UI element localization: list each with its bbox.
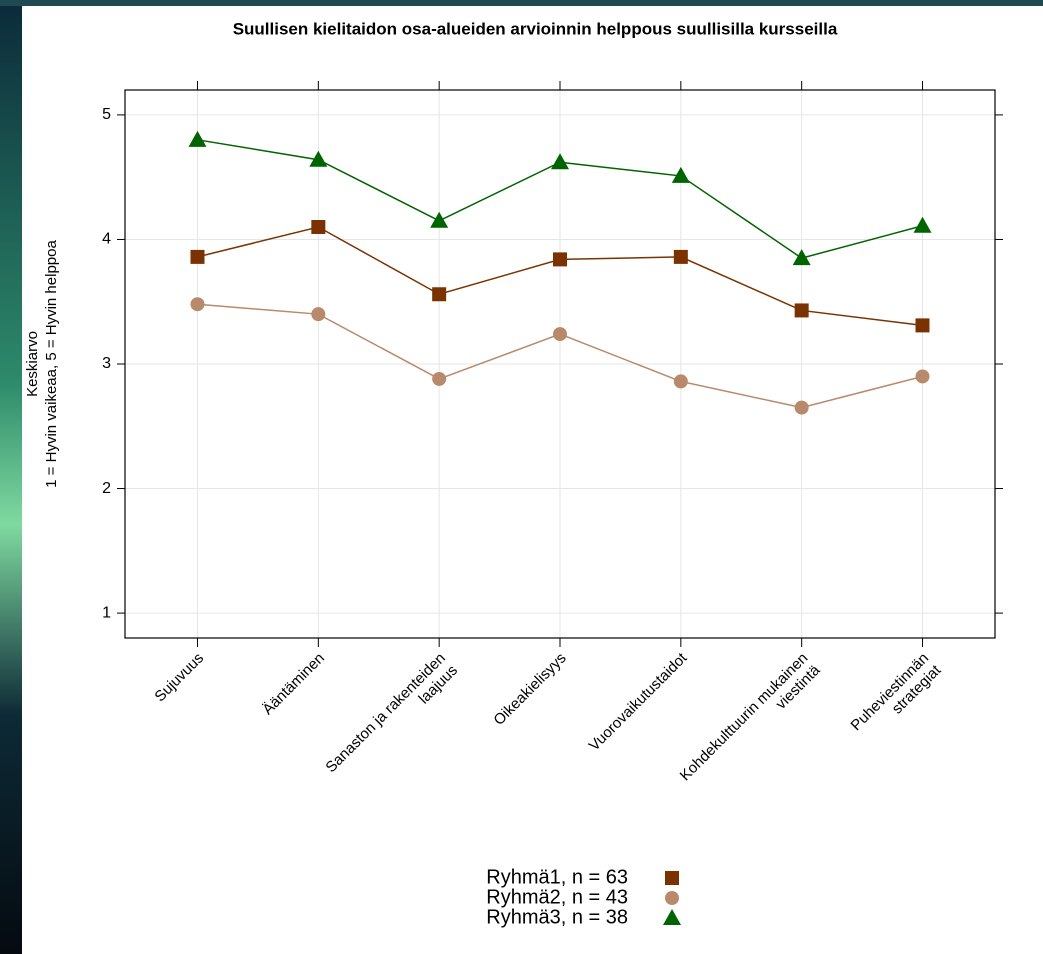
legend-label: Ryhmä1, n = 63 bbox=[486, 866, 628, 888]
marker bbox=[190, 297, 205, 312]
plot-frame bbox=[124, 89, 996, 639]
marker bbox=[792, 249, 811, 266]
marker bbox=[671, 166, 690, 183]
marker bbox=[673, 249, 688, 264]
legend-marker bbox=[665, 871, 679, 885]
y-tick-label: 3 bbox=[102, 355, 111, 372]
marker bbox=[794, 303, 809, 318]
marker bbox=[311, 220, 326, 234]
x-tick-label: Ääntäminen bbox=[259, 650, 328, 719]
legend-marker bbox=[663, 909, 681, 925]
marker bbox=[190, 249, 205, 264]
y-tick-label: 1 bbox=[102, 604, 111, 621]
y-tick-label: 5 bbox=[102, 106, 111, 123]
x-tick-label: Sujuvuus bbox=[151, 650, 207, 706]
x-tick-label: Vuorovaikutustaidot bbox=[586, 649, 691, 754]
marker bbox=[432, 287, 447, 302]
y-tick-label: 2 bbox=[102, 480, 111, 497]
marker bbox=[311, 307, 326, 322]
marker bbox=[913, 216, 932, 233]
legend-label: Ryhmä2, n = 43 bbox=[486, 886, 628, 908]
marker bbox=[915, 318, 930, 333]
x-tick-label: Sanaston ja rakenteidenlaajuus bbox=[322, 650, 461, 789]
marker bbox=[432, 371, 447, 386]
y-axis-label: 1 = Hyvin vaikeaa, 5 = Hyvin helppoa bbox=[43, 240, 60, 488]
legend-label: Ryhmä3, n = 38 bbox=[486, 906, 628, 928]
x-tick-label: Kohdekulttuurin mukainenviestintä bbox=[677, 649, 824, 796]
background-strip bbox=[0, 0, 22, 954]
x-tick-label: Puheviestinnänstrategiat bbox=[848, 649, 945, 746]
marker bbox=[188, 130, 207, 147]
marker bbox=[551, 153, 569, 170]
marker bbox=[553, 327, 567, 342]
background-strip bbox=[0, 0, 1043, 6]
y-axis-label: Keskiarvo bbox=[24, 331, 41, 397]
marker bbox=[430, 211, 449, 228]
marker bbox=[794, 400, 809, 415]
marker bbox=[673, 374, 688, 389]
legend-marker bbox=[665, 891, 679, 905]
x-tick-label: Oikeakielisyys bbox=[490, 650, 569, 729]
chart-title: Suullisen kielitaidon osa-alueiden arvio… bbox=[233, 19, 838, 38]
y-tick-label: 4 bbox=[102, 231, 111, 248]
marker bbox=[553, 252, 567, 267]
marker bbox=[309, 150, 328, 167]
marker bbox=[915, 369, 930, 384]
